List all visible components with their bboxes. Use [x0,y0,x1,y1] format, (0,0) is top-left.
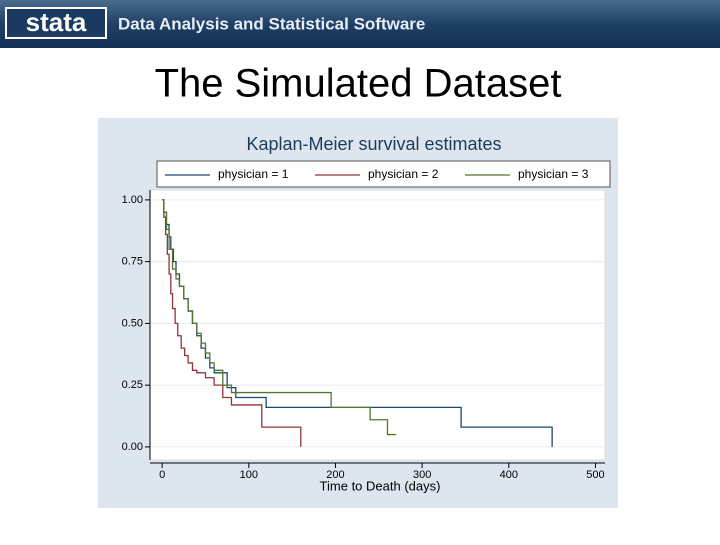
x-tick-label: 300 [413,469,431,481]
legend-label: physician = 3 [518,167,589,181]
x-tick-label: 500 [586,469,604,481]
y-tick-label: 0.25 [122,379,143,391]
tagline: Data Analysis and Statistical Software [118,14,425,33]
x-tick-label: 200 [326,469,344,481]
legend-label: physician = 1 [218,167,289,181]
x-tick-label: 100 [240,469,258,481]
slide-title: The Simulated Dataset [155,62,562,106]
x-tick-label: 400 [500,469,518,481]
y-tick-label: 0.75 [122,256,143,268]
y-tick-label: 0.50 [122,317,143,329]
y-tick-label: 1.00 [122,194,143,206]
legend-label: physician = 2 [368,167,439,181]
header-bar [0,0,720,48]
logo-box [5,7,107,39]
survival-line [162,199,302,447]
legend-box [156,160,611,188]
survival-line [162,199,397,436]
y-tick-label: 0.00 [122,441,143,453]
chart-title: Kaplan-Meier survival estimates [246,134,501,154]
x-tick-label: 0 [159,469,165,481]
plot-area [149,189,606,461]
logo: stata [26,7,87,37]
x-axis-label: Time to Death (days) [320,478,441,493]
